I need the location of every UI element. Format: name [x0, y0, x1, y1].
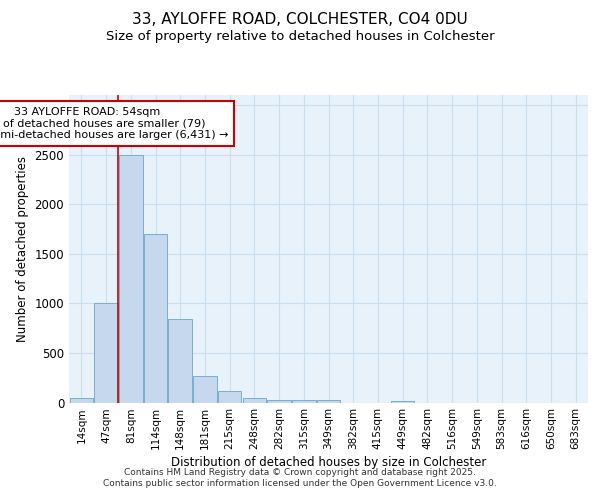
Text: 33 AYLOFFE ROAD: 54sqm
← 1% of detached houses are smaller (79)
99% of semi-deta: 33 AYLOFFE ROAD: 54sqm ← 1% of detached … [0, 107, 229, 140]
Bar [144, 234, 167, 402]
Text: Contains HM Land Registry data © Crown copyright and database right 2025.
Contai: Contains HM Land Registry data © Crown c… [103, 468, 497, 487]
Text: Size of property relative to detached houses in Colchester: Size of property relative to detached ho… [106, 30, 494, 43]
Bar [94, 304, 118, 402]
Bar [70, 398, 93, 402]
Bar [119, 154, 143, 402]
Bar [317, 400, 340, 402]
Bar [292, 400, 316, 402]
Bar [218, 390, 241, 402]
Bar [268, 400, 291, 402]
Y-axis label: Number of detached properties: Number of detached properties [16, 156, 29, 342]
Bar [391, 400, 415, 402]
X-axis label: Distribution of detached houses by size in Colchester: Distribution of detached houses by size … [171, 456, 486, 469]
Bar [242, 398, 266, 402]
Bar [169, 319, 192, 402]
Text: 33, AYLOFFE ROAD, COLCHESTER, CO4 0DU: 33, AYLOFFE ROAD, COLCHESTER, CO4 0DU [132, 12, 468, 28]
Bar [193, 376, 217, 402]
